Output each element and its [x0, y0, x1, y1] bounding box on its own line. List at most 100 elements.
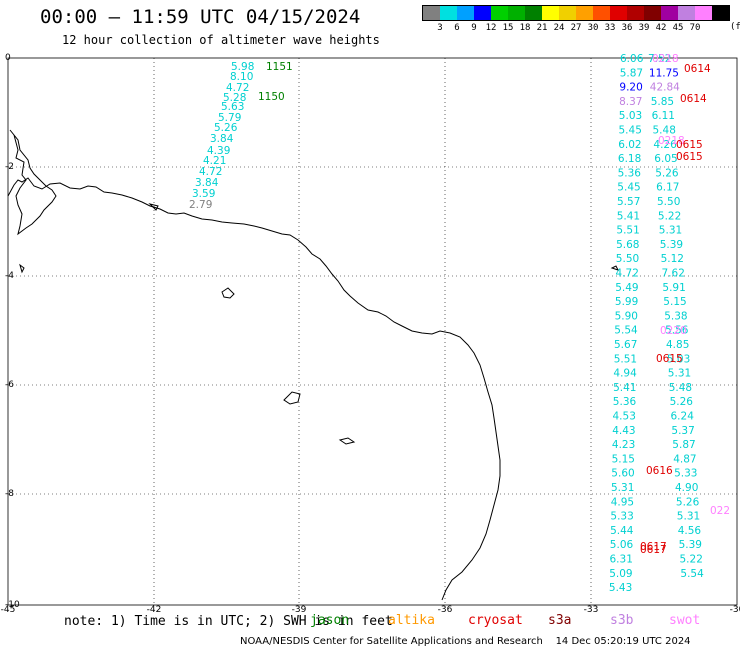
scale-swatch	[457, 6, 474, 20]
wave-height-label: 4.23	[612, 439, 635, 451]
wave-height-label: 6.06	[620, 53, 644, 65]
map-frame	[7, 57, 738, 606]
color-scale-bar	[422, 5, 730, 21]
scale-label: 30	[587, 23, 599, 33]
wave-height-label: 5.36	[618, 167, 642, 179]
wave-height-label: 5.54	[614, 325, 638, 337]
wave-height-label: 5.48	[669, 382, 692, 394]
scale-swatch	[491, 6, 508, 20]
wave-height-label: 5.68	[616, 239, 639, 251]
wave-height-label: 8.10	[230, 71, 253, 83]
pass-time-label: 0218	[652, 53, 679, 65]
wave-height-label: 7.62	[662, 268, 685, 280]
wave-height-label: 5.31	[677, 511, 700, 523]
y-tick-label: -4	[5, 271, 14, 281]
wave-height-label: 5.56	[665, 325, 689, 337]
axis-ticks: -45 -42 -39 -36 -33 -30 0 -2 -4 -6 -8 -10	[1, 53, 740, 615]
wave-height-label: 5.51	[614, 353, 637, 365]
wave-height-label: 5.41	[617, 210, 640, 222]
wave-height-label: 5.26	[676, 496, 700, 508]
coastline-path	[7, 177, 501, 601]
wave-height-label: 5.90	[615, 310, 638, 322]
wave-height-label: 5.33	[674, 468, 697, 480]
wave-height-label: 4.95	[611, 496, 634, 508]
wave-height-label: 5.38	[664, 310, 687, 322]
island-small-4	[19, 263, 25, 274]
scale-label: 45	[672, 23, 684, 33]
scale-swatch	[576, 6, 593, 20]
color-scale-labels: 3 6 9 12 15 18 21 24 27 30 33 36 39 42 45 70	[422, 21, 730, 33]
wave-height-label: 5.99	[615, 296, 638, 308]
coastline	[7, 129, 619, 601]
wave-height-label: 5.37	[671, 425, 694, 437]
scale-label: 15	[502, 23, 514, 33]
altimeter-track-west: 5.988.104.725.285.635.795.263.844.394.21…	[189, 61, 254, 211]
wave-height-label: 5.22	[680, 554, 703, 566]
pass-time-labels: 1151115002180614061402180615061502200615…	[258, 53, 730, 556]
wave-height-label: 5.57	[617, 196, 640, 208]
wave-height-label: 8.37	[619, 96, 642, 108]
wave-height-label: 4.94	[613, 368, 637, 380]
wave-height-label: 4.90	[675, 482, 698, 494]
wave-height-label: 5.50	[616, 253, 639, 265]
pass-time-label: 0615	[676, 151, 703, 163]
wave-height-label: 9.20	[619, 82, 642, 94]
wave-height-label: 5.28	[223, 92, 246, 104]
island-northwest	[9, 129, 57, 236]
x-tick-label: -45	[1, 605, 16, 615]
scale-swatch	[627, 6, 644, 20]
wave-height-label: 5.06	[610, 539, 634, 551]
scale-label: 24	[553, 23, 565, 33]
footer-credit: NOAA/NESDIS Center for Satellite Applica…	[240, 636, 691, 647]
wave-height-label: 4.87	[673, 453, 696, 465]
wave-height-label: 5.22	[658, 210, 681, 222]
wave-height-label: 2.79	[189, 199, 212, 211]
y-tick-label: -10	[5, 600, 20, 610]
x-tick-label: -42	[147, 605, 162, 615]
island-small-6	[148, 203, 159, 211]
satellite-legend-item: s3a	[548, 613, 572, 628]
wave-height-label: 5.15	[612, 453, 635, 465]
wave-height-label: 5.48	[653, 125, 676, 137]
wave-height-label: 3.84	[210, 133, 234, 145]
wave-height-label: 5.51	[616, 225, 639, 237]
wave-height-label: 5.79	[218, 112, 241, 124]
wave-height-label: 11.75	[649, 67, 679, 79]
scale-label: 21	[536, 23, 548, 33]
wave-height-label: 5.45	[617, 182, 640, 194]
scale-label: 6	[454, 23, 460, 33]
wave-height-label: 4.56	[678, 525, 702, 537]
wave-height-label: 6.02	[618, 139, 641, 151]
wave-height-label: 4.72	[616, 268, 639, 280]
scale-swatch	[440, 6, 457, 20]
scale-swatch	[559, 6, 576, 20]
wave-height-label: 5.49	[615, 282, 638, 294]
scale-swatch	[661, 6, 678, 20]
wave-height-label: 6.24	[671, 411, 695, 423]
map-grid	[8, 58, 737, 605]
satellite-legend-item: cryosat	[468, 613, 523, 628]
satellite-legend-item: swot	[669, 613, 701, 628]
wave-height-label: 5.36	[613, 396, 637, 408]
island-small-3	[338, 437, 356, 445]
pass-time-label: 022	[710, 505, 730, 517]
scale-swatch	[678, 6, 695, 20]
scale-swatch	[593, 6, 610, 20]
island-small-5	[610, 265, 619, 271]
wave-height-label: 5.33	[610, 511, 633, 523]
scale-swatch	[508, 6, 525, 20]
satellite-legend-item: jason	[310, 613, 350, 628]
y-tick-label: -8	[5, 489, 14, 499]
pass-time-label: 0614	[680, 93, 707, 105]
wave-height-label: 6.31	[610, 554, 633, 566]
wave-height-label: 6.05	[654, 153, 677, 165]
y-tick-label: -2	[5, 162, 14, 172]
x-tick-label: -36	[438, 605, 453, 615]
scale-label: 70	[689, 23, 701, 33]
scale-swatch	[542, 6, 559, 20]
pass-time-label: 0615	[656, 353, 683, 365]
wave-height-label: 6.11	[652, 110, 675, 122]
scale-swatch	[423, 6, 440, 20]
wave-height-label: 5.03	[619, 110, 642, 122]
